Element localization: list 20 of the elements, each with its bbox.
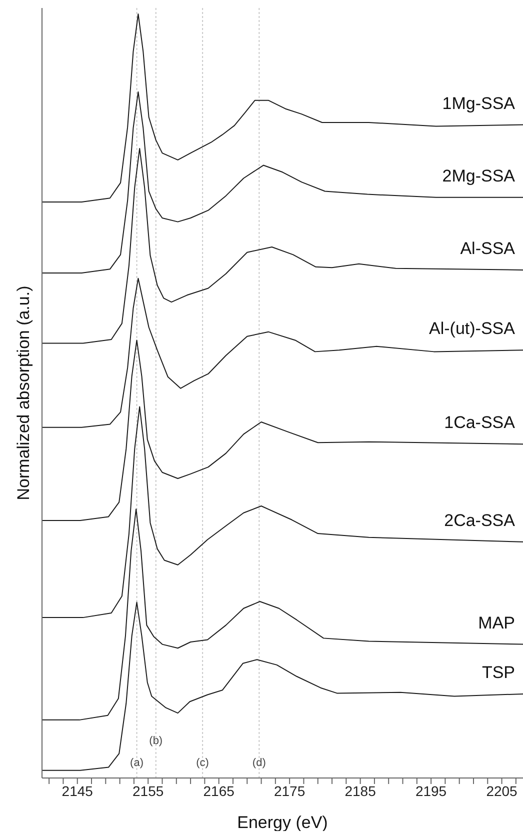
- series-label: 1Ca-SSA: [444, 413, 516, 432]
- x-tick-label: 2185: [344, 782, 376, 799]
- ref-line-label: (a): [130, 757, 144, 769]
- y-axis-title: Normalized absorption (a.u.): [14, 286, 34, 500]
- series-label: 2Ca-SSA: [444, 510, 516, 530]
- x-tick-label: 2155: [132, 782, 164, 799]
- series-label: Al-(ut)-SSA: [429, 319, 516, 338]
- ref-line-label: (d): [252, 757, 266, 769]
- ref-line-label: (b): [149, 735, 163, 747]
- x-tick-label: 2165: [203, 782, 235, 799]
- series-label: MAP: [478, 613, 515, 632]
- x-tick-label: 2205: [486, 782, 518, 799]
- x-tick-label: 2195: [415, 782, 447, 799]
- series-label: TSP: [482, 662, 515, 682]
- x-tick-label: 2145: [62, 782, 94, 799]
- series-label: 1Mg-SSA: [442, 94, 516, 113]
- x-tick-label: 2175: [274, 782, 306, 799]
- series-label: Al-SSA: [460, 238, 516, 258]
- ref-line-label: (c): [196, 757, 209, 769]
- series-label: 2Mg-SSA: [442, 166, 516, 186]
